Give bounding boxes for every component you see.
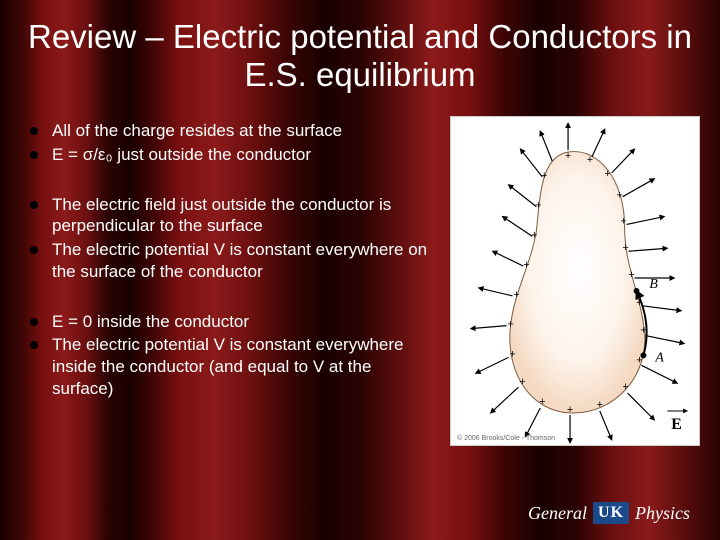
svg-text:+: + xyxy=(597,399,603,411)
bullet-text: The electric potential V is constant eve… xyxy=(52,334,435,399)
list-item: All of the charge resides at the surface xyxy=(30,120,435,142)
footer-physics: Physics xyxy=(635,503,690,524)
bullet-text: E = σ/ε₀ just outside the conductor xyxy=(52,144,311,166)
conductor-svg: +++ +++ +++ +++ +++ +++ +++ + xyxy=(451,117,699,445)
conductor-shape xyxy=(510,152,645,413)
bullet-text: The electric potential V is constant eve… xyxy=(52,239,435,283)
svg-text:+: + xyxy=(507,319,513,331)
svg-text:+: + xyxy=(519,376,525,388)
list-item: The electric potential V is constant eve… xyxy=(30,334,435,399)
list-item: The electric potential V is constant eve… xyxy=(30,239,435,283)
list-item: The electric field just outside the cond… xyxy=(30,194,435,238)
svg-text:+: + xyxy=(509,348,515,360)
list-item: E = 0 inside the conductor xyxy=(30,311,435,333)
e-vector-label: E xyxy=(667,411,687,433)
svg-text:+: + xyxy=(605,168,611,180)
svg-text:+: + xyxy=(622,381,628,393)
svg-text:E: E xyxy=(671,416,682,433)
slide-title: Review – Electric potential and Conducto… xyxy=(0,18,720,94)
svg-text:+: + xyxy=(531,229,537,241)
svg-text:+: + xyxy=(535,200,541,212)
bullet-icon xyxy=(30,341,38,349)
bullet-text: All of the charge resides at the surface xyxy=(52,120,342,142)
bullet-text: The electric field just outside the cond… xyxy=(52,194,435,238)
svg-text:+: + xyxy=(620,215,626,227)
bullet-group-3: E = 0 inside the conductor The electric … xyxy=(30,311,435,400)
svg-text:+: + xyxy=(539,396,545,408)
svg-text:+: + xyxy=(616,190,622,202)
bullet-icon xyxy=(30,246,38,254)
footer: General UK Physics xyxy=(528,502,690,524)
bullet-text: E = 0 inside the conductor xyxy=(52,311,249,333)
bullet-icon xyxy=(30,201,38,209)
svg-text:+: + xyxy=(523,259,529,271)
svg-text:+: + xyxy=(513,289,519,301)
conductor-figure: +++ +++ +++ +++ +++ +++ +++ + xyxy=(450,116,700,446)
svg-text:+: + xyxy=(567,404,573,416)
bullet-group-1: All of the charge resides at the surface… xyxy=(30,120,435,166)
label-a: A xyxy=(654,350,664,365)
figure-copyright: © 2006 Brooks/Cole - Thomson xyxy=(457,435,555,442)
svg-text:+: + xyxy=(565,150,571,162)
svg-text:+: + xyxy=(628,269,634,281)
bullet-content: All of the charge resides at the surface… xyxy=(30,120,435,428)
uk-logo: UK xyxy=(593,502,629,524)
footer-general: General xyxy=(528,503,587,524)
bullet-icon xyxy=(30,151,38,159)
bullet-group-2: The electric field just outside the cond… xyxy=(30,194,435,283)
bullet-icon xyxy=(30,127,38,135)
svg-text:+: + xyxy=(622,242,628,254)
label-b: B xyxy=(649,277,658,292)
bullet-icon xyxy=(30,318,38,326)
list-item: E = σ/ε₀ just outside the conductor xyxy=(30,144,435,166)
